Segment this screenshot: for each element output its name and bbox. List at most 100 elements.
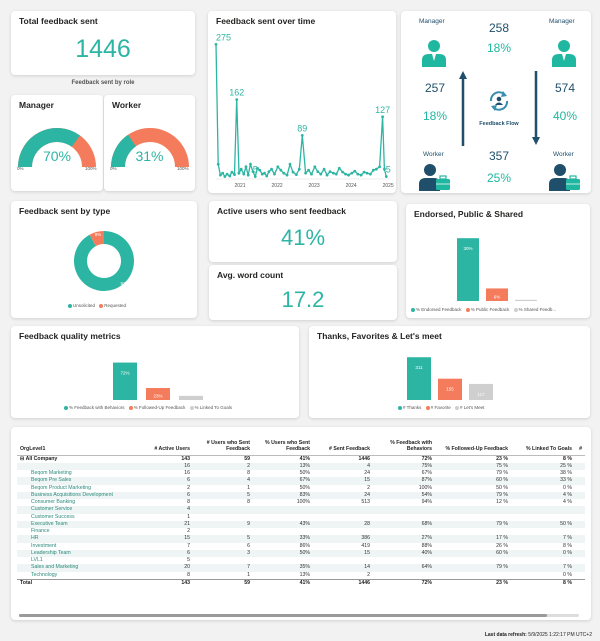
table-row-all-company[interactable]: ⊟ All Company 143 59 41% 1446 72% 23 % 8 % <box>17 455 585 463</box>
table-cell: 50% <box>299 470 310 476</box>
endorsed-legend: % Endorsed Feedback % Public Feedback % … <box>408 307 556 312</box>
column-header[interactable]: % Followed-Up Feedback <box>435 431 511 456</box>
table-row[interactable]: HR 15 5 33% 386 27% 17 % 7 % <box>17 535 585 543</box>
x-tick-label: 2022 <box>272 183 283 189</box>
horizontal-scrollbar[interactable] <box>19 614 579 617</box>
table-row[interactable]: Beqom Pre Sales 6 4 67% 15 87% 60 % 33 % <box>17 477 585 485</box>
column-header[interactable]: % Feedback with Behaviors <box>373 431 435 456</box>
thanks-favorites-card: Thanks, Favorites & Let's meet 311 155 117… <box>309 326 590 418</box>
table-cell <box>253 506 313 514</box>
table-row[interactable]: LVL1 5 <box>17 557 585 564</box>
table-cell: 13% <box>299 571 310 578</box>
manager-icon <box>552 40 576 67</box>
table-row[interactable]: 16 2 13% 4 75% 75 % 25 % <box>17 462 585 470</box>
bar[interactable] <box>438 378 462 400</box>
table-row[interactable]: Customer Success 1 <box>17 514 585 521</box>
table-row[interactable]: Sales and Marketing 20 7 35% 14 64% 79 % 7 % <box>17 564 585 572</box>
bar-data-label: 72% <box>120 371 129 376</box>
last-refresh-label: Last data refresh: <box>484 632 527 638</box>
data-point <box>337 166 341 170</box>
flow-center-label: Feedback Flow <box>479 121 519 127</box>
table-row[interactable]: Business Acquisitions Development 6 5 83% 24… <box>17 491 585 499</box>
table-cell: 1 <box>247 571 250 578</box>
table-cell: 50 % <box>511 520 575 528</box>
flow-bottom-count: 357 <box>488 149 510 163</box>
column-header[interactable]: # Active Users <box>135 431 193 456</box>
donut-slice-unsolicited[interactable] <box>74 231 134 291</box>
org-name-cell: ⊟ All Company <box>20 455 58 462</box>
data-point <box>223 175 227 178</box>
table-row[interactable]: Finance 2 <box>17 528 585 535</box>
card-title: Total feedback sent <box>19 16 98 26</box>
org-name-cell <box>17 462 135 470</box>
flow-right-count: 574 <box>554 81 576 95</box>
bar[interactable] <box>515 299 537 301</box>
table-cell: 21 <box>135 520 193 528</box>
series-line <box>215 44 387 179</box>
bar[interactable] <box>179 395 203 400</box>
data-point <box>307 168 310 172</box>
gauge-min: 0% <box>17 166 24 171</box>
table-cell <box>575 564 585 572</box>
card-title: Active users who sent feedback <box>217 206 346 216</box>
table-cell: 72% <box>421 455 432 462</box>
table-cell: 7 <box>187 542 190 549</box>
data-point <box>253 175 257 178</box>
table-row[interactable]: Executive Team 21 9 43% 28 68% 79 % 50 % <box>17 520 585 528</box>
table-cell <box>373 506 435 514</box>
total-cell <box>575 578 585 587</box>
scrollbar-thumb[interactable] <box>19 614 547 617</box>
table-cell: 83% <box>253 491 313 499</box>
bar[interactable] <box>457 238 479 301</box>
table-row[interactable]: Technology 8 1 13% 2 0 % <box>17 572 585 580</box>
table-cell: 143 <box>181 455 190 462</box>
table-cell: 27% <box>373 535 435 543</box>
table-row[interactable]: Customer Service 4 <box>17 506 585 514</box>
table-row[interactable]: Beqom Product Marketing 2 1 50% 2 100% 50 % 0 % <box>17 485 585 492</box>
table-cell: 12 % <box>496 499 508 505</box>
legend-unsolicited: Unsolicited <box>73 303 96 308</box>
table-cell: 25 % <box>511 462 575 470</box>
bar-data-label: 23% <box>153 394 162 399</box>
card-title: Worker <box>112 100 142 110</box>
table-row[interactable]: Investment 7 6 86% 419 88% 26 % 8 % <box>17 543 585 550</box>
column-header[interactable]: % Linked To Goals <box>511 431 575 456</box>
table-cell <box>313 528 373 535</box>
thanks-legend: # Thanks # Favorite # Let's Meet <box>395 405 484 410</box>
table-row[interactable]: Consumer Banking 8 8 100% 513 94% 12 % 4 % <box>17 499 585 506</box>
point-label: 275 <box>216 32 231 42</box>
total-cell: 8 % <box>511 578 575 587</box>
table-row[interactable]: Leadership Team 6 3 50% 15 40% 60 % 0 % <box>17 549 585 557</box>
table-cell: 2 <box>367 484 370 491</box>
table-cell <box>575 549 585 557</box>
table-cell <box>373 514 435 521</box>
table-cell <box>575 477 585 485</box>
bar[interactable] <box>113 362 137 400</box>
bar[interactable] <box>486 288 508 301</box>
bar[interactable] <box>146 388 170 400</box>
data-point <box>260 172 264 176</box>
legend-item: % Followed-Up Feedback <box>133 405 186 410</box>
org-name-cell: LVL1 <box>31 557 43 563</box>
table-cell: 17 % <box>435 535 511 543</box>
column-header[interactable]: OrgLevel1 <box>17 431 135 456</box>
donut-slice-requested[interactable] <box>89 231 104 247</box>
column-header[interactable]: # Users who Sent Feedback <box>193 431 253 456</box>
column-header[interactable]: # <box>575 431 585 456</box>
table-cell: 23 % <box>496 455 508 462</box>
table-cell: 8 <box>247 499 250 505</box>
endorsed-bar-chart: 30% 6% <box>457 238 537 301</box>
table-row[interactable]: Beqom Marketing 16 8 50% 24 67% 79 % 38 % <box>17 470 585 477</box>
legend-swatch <box>425 405 430 410</box>
data-point <box>331 171 335 175</box>
column-header[interactable]: # Sent Feedback <box>313 431 373 456</box>
bar[interactable] <box>407 357 431 400</box>
card-title: Manager <box>19 100 54 110</box>
table-cell <box>511 557 575 564</box>
data-point <box>214 42 218 46</box>
table-cell: 75% <box>373 462 435 470</box>
column-header[interactable]: % Users who Sent Feedback <box>253 431 313 456</box>
org-name-cell: Leadership Team <box>17 549 135 557</box>
card-title: Avg. word count <box>217 270 284 280</box>
bar[interactable] <box>469 383 493 400</box>
